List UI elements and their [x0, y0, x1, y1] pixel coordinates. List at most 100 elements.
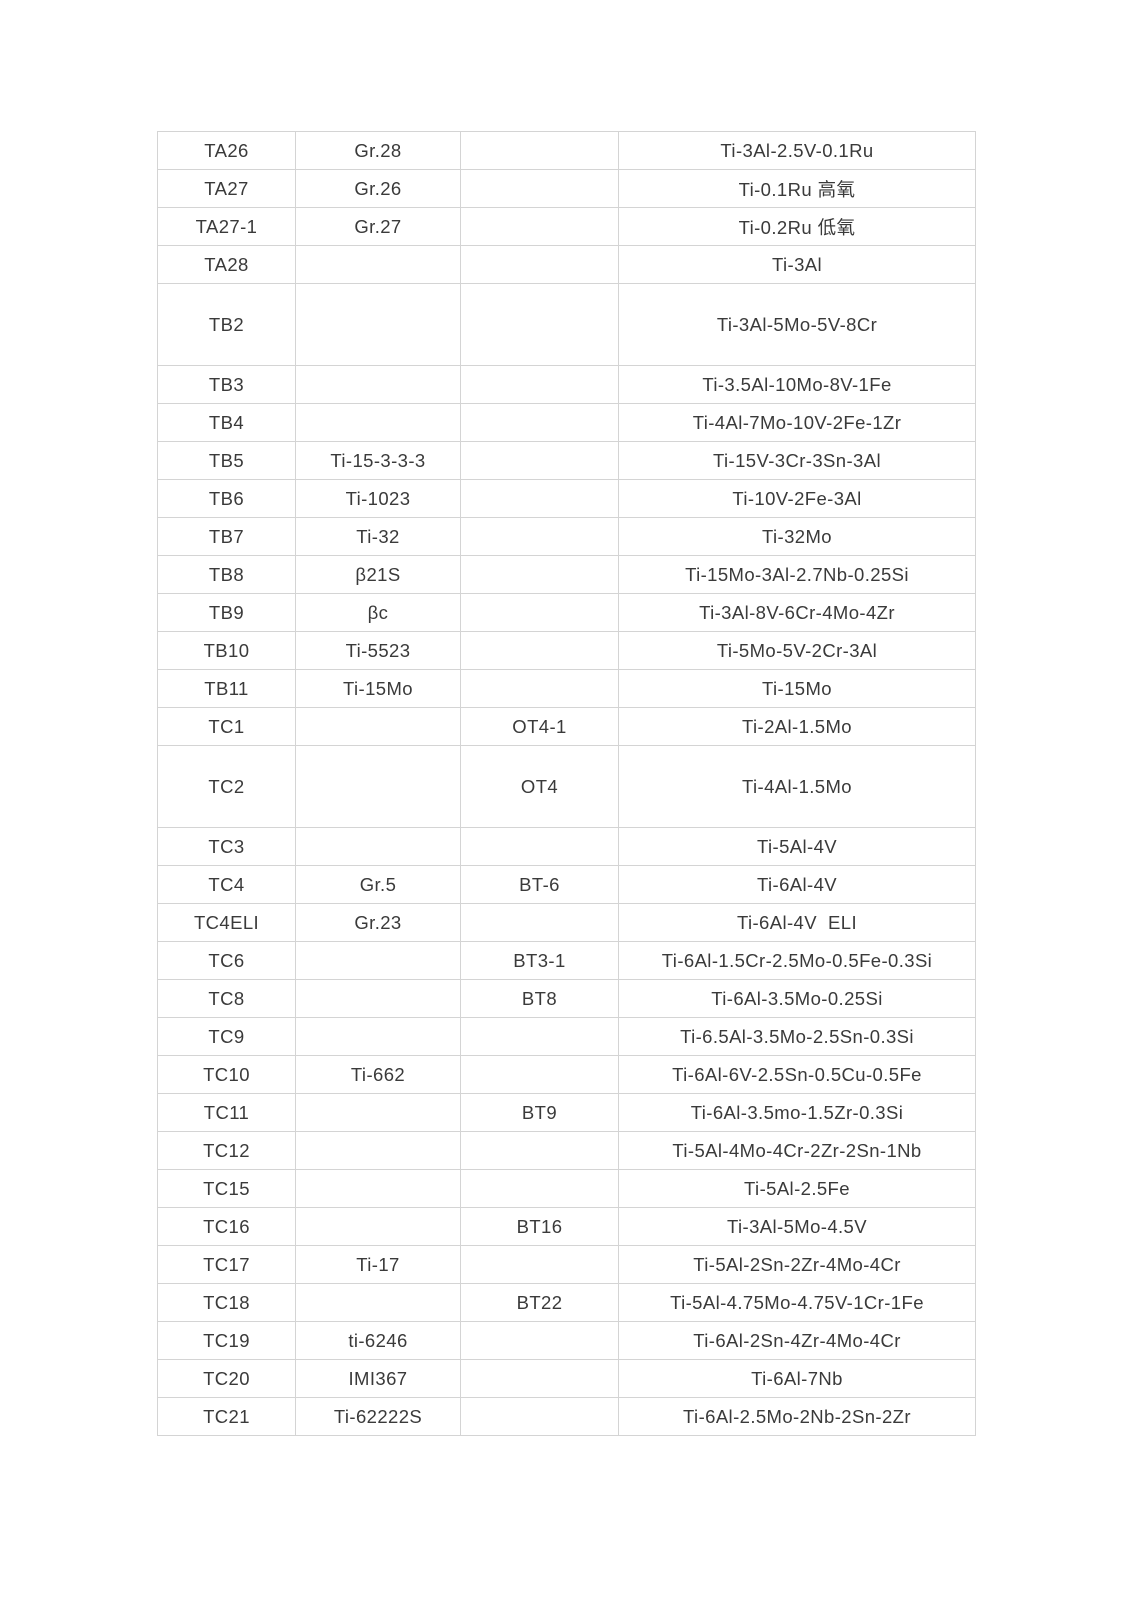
us-designation-cell: Ti-5523	[295, 631, 461, 670]
table-row: TC4 Gr.5 BT-6 Ti-6Al-4V	[157, 865, 976, 904]
ru-designation-cell	[460, 479, 619, 518]
table-row: TC16 BT16 Ti-3Al-5Mo-4.5V	[157, 1207, 976, 1246]
table-row: TC9 Ti-6.5Al-3.5Mo-2.5Sn-0.3Si	[157, 1017, 976, 1056]
us-designation-cell	[295, 1283, 461, 1322]
grade-cell: TC9	[157, 1017, 296, 1056]
composition-cell: Ti-3Al-8V-6Cr-4Mo-4Zr	[618, 593, 976, 632]
composition-cell: Ti-3Al-5Mo-4.5V	[618, 1207, 976, 1246]
us-designation-cell	[295, 827, 461, 866]
us-designation-cell	[295, 365, 461, 404]
grade-cell: TC21	[157, 1397, 296, 1436]
grade-cell: TB7	[157, 517, 296, 556]
table-row: TC10 Ti-662 Ti-6Al-6V-2.5Sn-0.5Cu-0.5Fe	[157, 1055, 976, 1094]
us-designation-cell: Gr.26	[295, 169, 461, 208]
grade-cell: TC4	[157, 865, 296, 904]
composition-cell: Ti-5Al-2.5Fe	[618, 1169, 976, 1208]
table-row: TC1 OT4-1 Ti-2Al-1.5Mo	[157, 707, 976, 746]
alloy-grade-table-wrapper: TA26 Gr.28 Ti-3Al-2.5V-0.1Ru TA27 Gr.26 Ti-0.…	[157, 131, 976, 1436]
ru-designation-cell	[460, 245, 619, 284]
us-designation-cell	[295, 979, 461, 1018]
us-designation-cell: Ti-1023	[295, 479, 461, 518]
composition-cell: Ti-3Al-5Mo-5V-8Cr	[618, 283, 976, 366]
grade-cell: TC8	[157, 979, 296, 1018]
us-designation-cell	[295, 941, 461, 980]
composition-cell: Ti-32Mo	[618, 517, 976, 556]
us-designation-cell: β21S	[295, 555, 461, 594]
table-row: TA27-1 Gr.27 Ti-0.2Ru 低氧	[157, 207, 976, 246]
composition-cell: Ti-6Al-2Sn-4Zr-4Mo-4Cr	[618, 1321, 976, 1360]
us-designation-cell: Gr.5	[295, 865, 461, 904]
composition-cell: Ti-15Mo	[618, 669, 976, 708]
table-row: TC3 Ti-5Al-4V	[157, 827, 976, 866]
us-designation-cell	[295, 1017, 461, 1056]
grade-cell: TC6	[157, 941, 296, 980]
composition-cell: Ti-15Mo-3Al-2.7Nb-0.25Si	[618, 555, 976, 594]
table-row: TC8 BT8 Ti-6Al-3.5Mo-0.25Si	[157, 979, 976, 1018]
ru-designation-cell: BT16	[460, 1207, 619, 1246]
grade-cell: TB5	[157, 441, 296, 480]
ru-designation-cell	[460, 403, 619, 442]
composition-cell: Ti-0.1Ru 高氧	[618, 169, 976, 208]
composition-cell: Ti-2Al-1.5Mo	[618, 707, 976, 746]
ru-designation-cell	[460, 1245, 619, 1284]
table-row: TC2 OT4 Ti-4Al-1.5Mo	[157, 745, 976, 828]
composition-cell: Ti-3Al-2.5V-0.1Ru	[618, 131, 976, 170]
ru-designation-cell: OT4	[460, 745, 619, 828]
composition-cell: Ti-5Mo-5V-2Cr-3Al	[618, 631, 976, 670]
us-designation-cell: Ti-662	[295, 1055, 461, 1094]
us-designation-cell	[295, 745, 461, 828]
table-row: TB5 Ti-15-3-3-3 Ti-15V-3Cr-3Sn-3Al	[157, 441, 976, 480]
composition-cell: Ti-4Al-7Mo-10V-2Fe-1Zr	[618, 403, 976, 442]
table-row: TB2 Ti-3Al-5Mo-5V-8Cr	[157, 283, 976, 366]
ru-designation-cell	[460, 1321, 619, 1360]
us-designation-cell: Gr.23	[295, 903, 461, 942]
us-designation-cell: Ti-17	[295, 1245, 461, 1284]
grade-cell: TA28	[157, 245, 296, 284]
ru-designation-cell	[460, 1359, 619, 1398]
us-designation-cell	[295, 1093, 461, 1132]
ru-designation-cell	[460, 1017, 619, 1056]
table-row: TB7 Ti-32 Ti-32Mo	[157, 517, 976, 556]
table-body: TA26 Gr.28 Ti-3Al-2.5V-0.1Ru TA27 Gr.26 Ti-0.…	[157, 131, 976, 1436]
grade-cell: TC10	[157, 1055, 296, 1094]
composition-cell: Ti-15V-3Cr-3Sn-3Al	[618, 441, 976, 480]
table-row: TC12 Ti-5Al-4Mo-4Cr-2Zr-2Sn-1Nb	[157, 1131, 976, 1170]
us-designation-cell	[295, 1207, 461, 1246]
grade-cell: TB4	[157, 403, 296, 442]
ru-designation-cell	[460, 1131, 619, 1170]
table-row: TA28 Ti-3Al	[157, 245, 976, 284]
grade-cell: TA27	[157, 169, 296, 208]
ru-designation-cell	[460, 283, 619, 366]
composition-cell: Ti-4Al-1.5Mo	[618, 745, 976, 828]
us-designation-cell	[295, 707, 461, 746]
grade-cell: TC17	[157, 1245, 296, 1284]
composition-cell: Ti-5Al-4V	[618, 827, 976, 866]
us-designation-cell: Ti-32	[295, 517, 461, 556]
ru-designation-cell: BT22	[460, 1283, 619, 1322]
composition-cell: Ti-5Al-4.75Mo-4.75V-1Cr-1Fe	[618, 1283, 976, 1322]
composition-cell: Ti-6Al-7Nb	[618, 1359, 976, 1398]
table-row: TA26 Gr.28 Ti-3Al-2.5V-0.1Ru	[157, 131, 976, 170]
grade-cell: TB6	[157, 479, 296, 518]
us-designation-cell: ti-6246	[295, 1321, 461, 1360]
ru-designation-cell	[460, 631, 619, 670]
table-row: TB3 Ti-3.5Al-10Mo-8V-1Fe	[157, 365, 976, 404]
grade-cell: TC15	[157, 1169, 296, 1208]
grade-cell: TC16	[157, 1207, 296, 1246]
grade-cell: TB9	[157, 593, 296, 632]
ru-designation-cell	[460, 1169, 619, 1208]
ru-designation-cell: BT8	[460, 979, 619, 1018]
table-row: TB6 Ti-1023 Ti-10V-2Fe-3Al	[157, 479, 976, 518]
composition-cell: Ti-6.5Al-3.5Mo-2.5Sn-0.3Si	[618, 1017, 976, 1056]
grade-cell: TC1	[157, 707, 296, 746]
ru-designation-cell	[460, 827, 619, 866]
composition-cell: Ti-6Al-4V ELI	[618, 903, 976, 942]
table-row: TB10 Ti-5523 Ti-5Mo-5V-2Cr-3Al	[157, 631, 976, 670]
us-designation-cell	[295, 245, 461, 284]
us-designation-cell: Gr.27	[295, 207, 461, 246]
ru-designation-cell	[460, 903, 619, 942]
table-row: TC11 BT9 Ti-6Al-3.5mo-1.5Zr-0.3Si	[157, 1093, 976, 1132]
table-row: TC19 ti-6246 Ti-6Al-2Sn-4Zr-4Mo-4Cr	[157, 1321, 976, 1360]
us-designation-cell	[295, 283, 461, 366]
